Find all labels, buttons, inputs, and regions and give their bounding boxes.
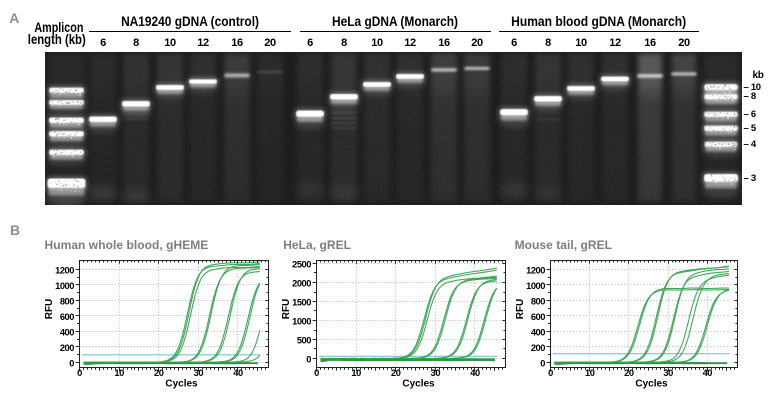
svg-text:0: 0 [540, 359, 545, 369]
svg-text:10: 10 [114, 368, 124, 378]
svg-text:2000: 2000 [292, 279, 311, 289]
svg-text:400: 400 [531, 328, 545, 338]
svg-text:20: 20 [391, 368, 401, 378]
svg-text:10: 10 [351, 368, 361, 378]
svg-text:0: 0 [306, 355, 311, 365]
svg-text:800: 800 [531, 297, 545, 307]
svg-text:30: 30 [663, 368, 673, 378]
svg-text:40: 40 [233, 368, 243, 378]
svg-text:30: 30 [194, 368, 204, 378]
svg-text:Cycles: Cycles [402, 379, 435, 390]
svg-text:20: 20 [624, 368, 634, 378]
svg-text:400: 400 [60, 328, 74, 338]
svg-text:RFU: RFU [281, 299, 292, 320]
svg-text:1000: 1000 [292, 317, 311, 327]
svg-text:RFU: RFU [44, 299, 55, 320]
svg-text:800: 800 [60, 297, 74, 307]
svg-text:0: 0 [69, 359, 74, 369]
svg-text:Cycles: Cycles [165, 379, 198, 390]
svg-text:500: 500 [297, 336, 311, 346]
svg-text:1200: 1200 [526, 266, 545, 276]
svg-text:1500: 1500 [292, 298, 311, 308]
svg-text:RFU: RFU [515, 299, 526, 320]
svg-text:Cycles: Cycles [635, 379, 668, 390]
svg-text:0: 0 [314, 368, 319, 378]
svg-text:0: 0 [77, 368, 82, 378]
svg-text:0: 0 [548, 368, 553, 378]
svg-text:40: 40 [703, 368, 713, 378]
svg-text:200: 200 [531, 343, 545, 353]
svg-text:200: 200 [60, 343, 74, 353]
svg-text:30: 30 [431, 368, 441, 378]
svg-text:600: 600 [60, 312, 74, 322]
svg-text:20: 20 [154, 368, 164, 378]
svg-text:600: 600 [531, 312, 545, 322]
svg-text:1000: 1000 [55, 281, 74, 291]
svg-text:1200: 1200 [55, 266, 74, 276]
svg-text:2500: 2500 [292, 260, 311, 270]
svg-text:1000: 1000 [526, 281, 545, 291]
svg-text:10: 10 [585, 368, 595, 378]
svg-text:40: 40 [470, 368, 480, 378]
